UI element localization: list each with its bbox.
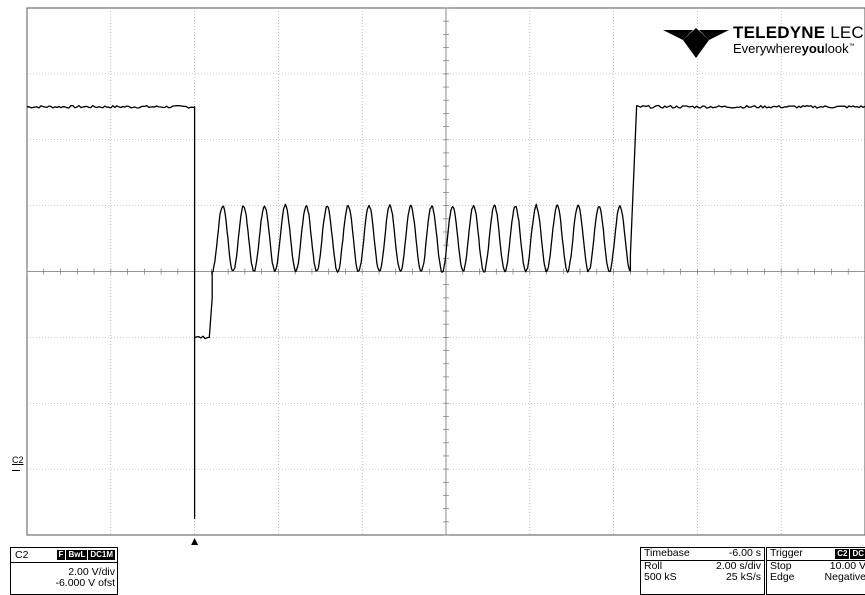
coupling-badge: DC1M — [88, 550, 115, 560]
channel-header: C2 F BwL DC1M — [11, 548, 117, 563]
trigger-descriptor-box[interactable]: Trigger C2 DC Stop 10.00 V Edge Negative — [766, 547, 865, 595]
trigger-badges: C2 DC — [835, 549, 865, 559]
trigger-type: Edge — [770, 572, 795, 584]
tagline: Everywhereyoulook™ — [733, 41, 855, 56]
brand-name: TELEDYNE LECROY — [733, 23, 865, 43]
trigger-position-icon — [191, 538, 198, 545]
brand-bold: TELEDYNE — [733, 23, 825, 42]
teledyne-logo-icon — [663, 24, 729, 58]
timebase-delay: -6.00 s — [729, 548, 761, 560]
trigger-title: Trigger — [770, 548, 803, 560]
trigger-source-badge: C2 — [835, 549, 849, 559]
brand-thin: LECROY — [825, 23, 865, 42]
timebase-descriptor-box[interactable]: Timebase -6.00 s Roll 2.00 s/div 500 kS 25 … — [640, 547, 765, 595]
graticule — [27, 8, 865, 535]
trigger-coupling-badge: DC — [850, 549, 865, 559]
channel-descriptor-box[interactable]: C2 F BwL DC1M 2.00 V/div -6.000 V ofst — [10, 547, 118, 595]
timebase-title: Timebase — [644, 548, 690, 560]
channel-ground-marker-icon[interactable]: C2 — [12, 455, 24, 465]
sample-rate: 25 kS/s — [726, 572, 761, 584]
tagline-pre: Everywhere — [733, 41, 802, 56]
channel-badges: F BwL DC1M — [57, 550, 115, 560]
bandwidth-limit-badge: BwL — [66, 550, 87, 560]
trigger-slope: Negative — [825, 572, 865, 584]
channel-offset: -6.000 V ofst — [55, 577, 115, 589]
channel-name: C2 — [15, 549, 28, 561]
tagline-post: look — [825, 41, 849, 56]
sample-count: 500 kS — [644, 572, 677, 584]
channel-ground-line — [12, 470, 20, 471]
scope-markers — [191, 538, 198, 545]
teledyne-lecroy-logo: TELEDYNE LECROY Everywhereyoulook™ — [660, 22, 865, 62]
tagline-tm: ™ — [849, 44, 855, 50]
tagline-bold: you — [802, 41, 825, 56]
filter-badge: F — [57, 550, 66, 560]
